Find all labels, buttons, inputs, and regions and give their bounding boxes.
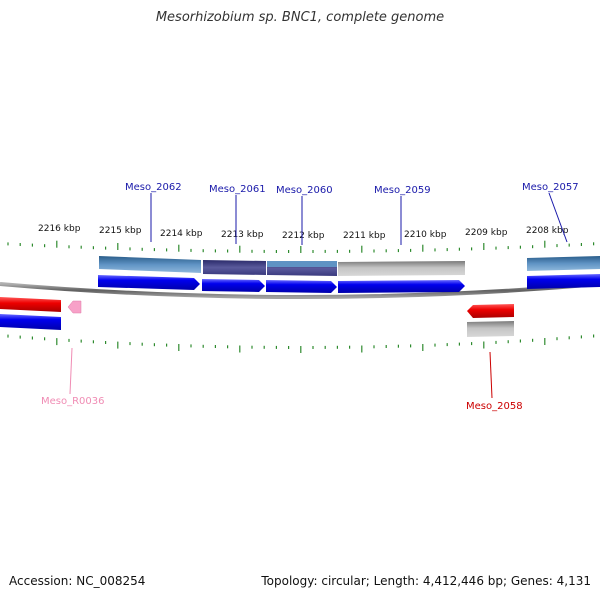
genome-summary-text: Topology: circular; Length: 4,412,446 bp… — [261, 574, 591, 588]
reverse-feature-meso-2058 — [467, 304, 514, 337]
ruler-label-2214: 2214 kbp — [160, 229, 203, 239]
upper-tick-row — [7, 240, 595, 253]
lower-tick-row — [7, 334, 595, 353]
callout-lines — [69, 192, 568, 399]
ruler-label-2208: 2208 kbp — [526, 226, 569, 236]
accession-text: Accession: NC_008254 — [9, 574, 146, 588]
cds-forward-left[interactable] — [0, 314, 61, 330]
map-title: Mesorhizobium sp. BNC1, complete genome — [155, 10, 445, 25]
feature-bar-meso-2059[interactable] — [338, 261, 465, 276]
feature-bar-meso-2062[interactable] — [99, 256, 201, 273]
ruler-label-2216: 2216 kbp — [38, 224, 81, 234]
callout-line-meso-2058 — [489, 351, 493, 399]
ruler-label-2209: 2209 kbp — [465, 228, 508, 238]
gene-label-meso-2062[interactable]: Meso_2062 — [125, 182, 182, 193]
ruler-label-2212: 2212 kbp — [282, 231, 325, 241]
feature-bar-meso-2061[interactable] — [203, 260, 266, 275]
ruler-label-2210: 2210 kbp — [404, 230, 447, 240]
cds-arrow-meso-2061[interactable] — [202, 279, 265, 292]
ruler-label-2215: 2215 kbp — [99, 226, 142, 236]
feature-track-top — [99, 256, 600, 276]
gene-label-meso-2061[interactable]: Meso_2061 — [209, 184, 266, 195]
cds-reverse-left[interactable] — [0, 297, 61, 312]
left-features — [0, 297, 82, 330]
callout-line-meso-r0036 — [69, 347, 73, 395]
forward-cds-track — [98, 274, 600, 293]
ruler-labels: 2216 kbp 2215 kbp 2214 kbp 2213 kbp 2212… — [38, 224, 569, 241]
rna-meso-r0036[interactable] — [67, 300, 82, 314]
gene-label-meso-2059[interactable]: Meso_2059 — [374, 185, 431, 196]
gene-label-meso-2060[interactable]: Meso_2060 — [276, 185, 333, 196]
cds-arrow-meso-2060[interactable] — [266, 280, 337, 293]
ruler-label-2213: 2213 kbp — [221, 230, 264, 240]
gene-labels: Meso_2062 Meso_2061 Meso_2060 Meso_2059 … — [41, 182, 579, 412]
gene-label-meso-r0036[interactable]: Meso_R0036 — [41, 396, 105, 407]
gene-label-meso-2057[interactable]: Meso_2057 — [522, 182, 579, 193]
ruler-label-2211: 2211 kbp — [343, 231, 386, 241]
callout-line-meso-2057 — [548, 192, 568, 243]
cds-arrow-meso-2058[interactable] — [467, 304, 514, 318]
gene-label-meso-2058[interactable]: Meso_2058 — [466, 401, 523, 412]
cds-arrow-meso-2062[interactable] — [98, 275, 200, 290]
feature-bar-meso-2058[interactable] — [467, 321, 514, 337]
feature-bar-meso-2060-overlay — [267, 261, 337, 267]
feature-bar-meso-2057[interactable] — [527, 256, 600, 271]
cds-arrow-meso-2059[interactable] — [338, 280, 465, 293]
genome-backbone — [0, 282, 600, 299]
cds-arrow-meso-2057[interactable] — [527, 274, 600, 289]
